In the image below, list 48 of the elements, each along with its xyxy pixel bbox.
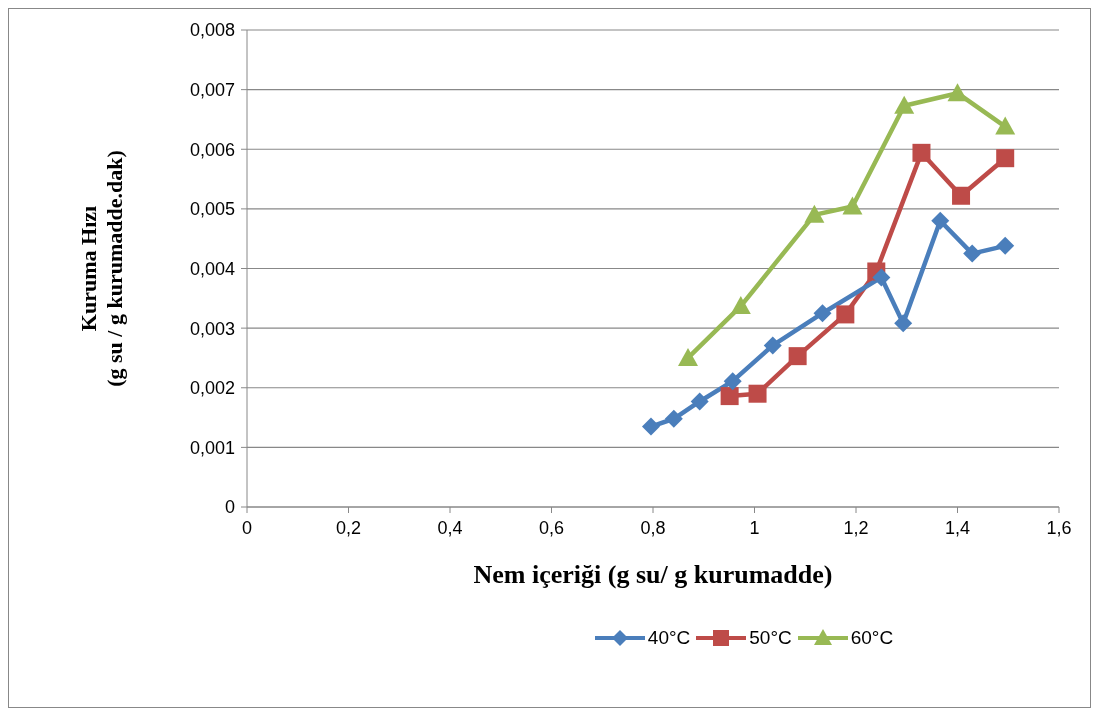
- y-tick-label: 0: [224, 497, 235, 518]
- point: [894, 314, 913, 333]
- y-axis-title: Kuruma Hızı (g su / g kurumadde.dak): [76, 150, 127, 387]
- x-tick-label: 0: [241, 517, 253, 538]
- point: [788, 347, 807, 366]
- y-tick-label: 0,001: [189, 437, 235, 458]
- point: [952, 186, 971, 205]
- x-tick-label: 0,6: [538, 517, 565, 538]
- point: [996, 149, 1015, 168]
- point: [804, 204, 825, 223]
- y-tick-label: 0,005: [189, 199, 235, 220]
- point: [872, 268, 891, 287]
- point: [912, 143, 931, 162]
- point: [813, 304, 832, 323]
- x-tick-label: 0,2: [335, 517, 362, 538]
- x-tick-label: 0,8: [640, 517, 666, 538]
- y-tick-label: 0,002: [189, 378, 235, 399]
- legend-label: 60°C: [850, 627, 894, 649]
- point: [723, 372, 742, 391]
- point: [678, 347, 699, 366]
- point: [894, 95, 915, 114]
- point: [690, 392, 709, 411]
- point: [763, 336, 782, 355]
- point: [963, 244, 982, 263]
- legend-label: 40°C: [647, 627, 691, 649]
- y-tick-label: 0,007: [189, 80, 235, 101]
- y-tick-label: 0,004: [189, 258, 235, 279]
- point: [664, 409, 683, 428]
- point: [947, 83, 968, 102]
- y-tick-label: 0,006: [189, 139, 235, 160]
- x-axis-title: Nem içeriği (g su/ g kurumadde): [473, 560, 833, 590]
- point: [641, 417, 660, 436]
- y-tick-label: 0,003: [189, 318, 235, 339]
- point: [748, 384, 767, 403]
- point: [730, 296, 751, 315]
- legend-label: 50°C: [749, 627, 792, 649]
- point: [931, 211, 950, 230]
- x-tick-label: 1,4: [944, 517, 971, 538]
- x-tick-label: 1,2: [843, 517, 869, 538]
- point: [842, 196, 863, 215]
- x-tick-label: 1,6: [1046, 517, 1072, 538]
- point: [996, 236, 1015, 255]
- point: [720, 387, 739, 406]
- x-tick-label: 0,4: [437, 517, 463, 538]
- y-tick-label: 0,008: [189, 20, 235, 41]
- point: [836, 305, 855, 324]
- point: [995, 116, 1016, 135]
- x-tick-label: 1: [749, 517, 760, 538]
